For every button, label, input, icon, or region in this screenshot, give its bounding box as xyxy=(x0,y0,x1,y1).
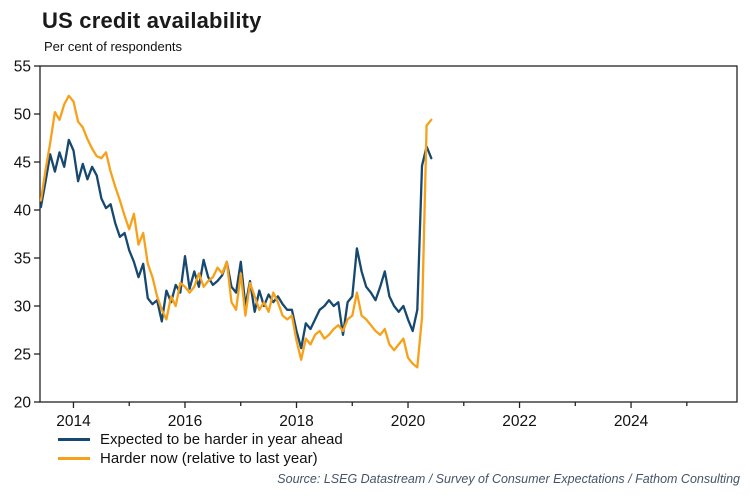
y-tick-label: 55 xyxy=(14,59,31,76)
x-tick-label: 2020 xyxy=(391,413,426,428)
x-tick-label: 2016 xyxy=(168,413,202,428)
plot-frame xyxy=(39,65,738,403)
legend-label-harder-now: Harder now (relative to last year) xyxy=(100,450,318,467)
x-tick-label: 2022 xyxy=(502,413,536,428)
chart-title: US credit availability xyxy=(42,8,262,33)
y-tick-label: 35 xyxy=(14,251,31,268)
y-tick-label: 25 xyxy=(14,347,31,364)
legend-swatch-expected xyxy=(58,438,90,441)
line-chart: 20 25 30 35 40 45 50 55 2014 2016 2018 2020 2022 2024 xyxy=(14,59,738,428)
chart-legend: Expected to be harder in year ahead Hard… xyxy=(0,430,750,468)
legend-item-expected: Expected to be harder in year ahead xyxy=(58,430,750,449)
legend-label-expected: Expected to be harder in year ahead xyxy=(100,431,343,448)
x-tick-label: 2018 xyxy=(279,413,313,428)
x-tick-label: 2024 xyxy=(614,413,649,428)
series-line-1 xyxy=(39,94,433,369)
y-tick-label: 20 xyxy=(14,395,32,412)
legend-swatch-harder-now xyxy=(58,457,90,460)
y-tick-label: 30 xyxy=(14,299,32,316)
x-tick-label: 2014 xyxy=(56,413,91,428)
series-line-0 xyxy=(39,138,433,350)
legend-item-harder-now: Harder now (relative to last year) xyxy=(58,449,750,468)
source-credit: Source: LSEG Datastream / Survey of Cons… xyxy=(277,472,740,486)
y-tick-label: 45 xyxy=(14,155,31,172)
y-tick-label: 50 xyxy=(14,107,32,124)
chart-subtitle: Per cent of respondents xyxy=(44,39,183,54)
y-tick-label: 40 xyxy=(14,203,32,220)
